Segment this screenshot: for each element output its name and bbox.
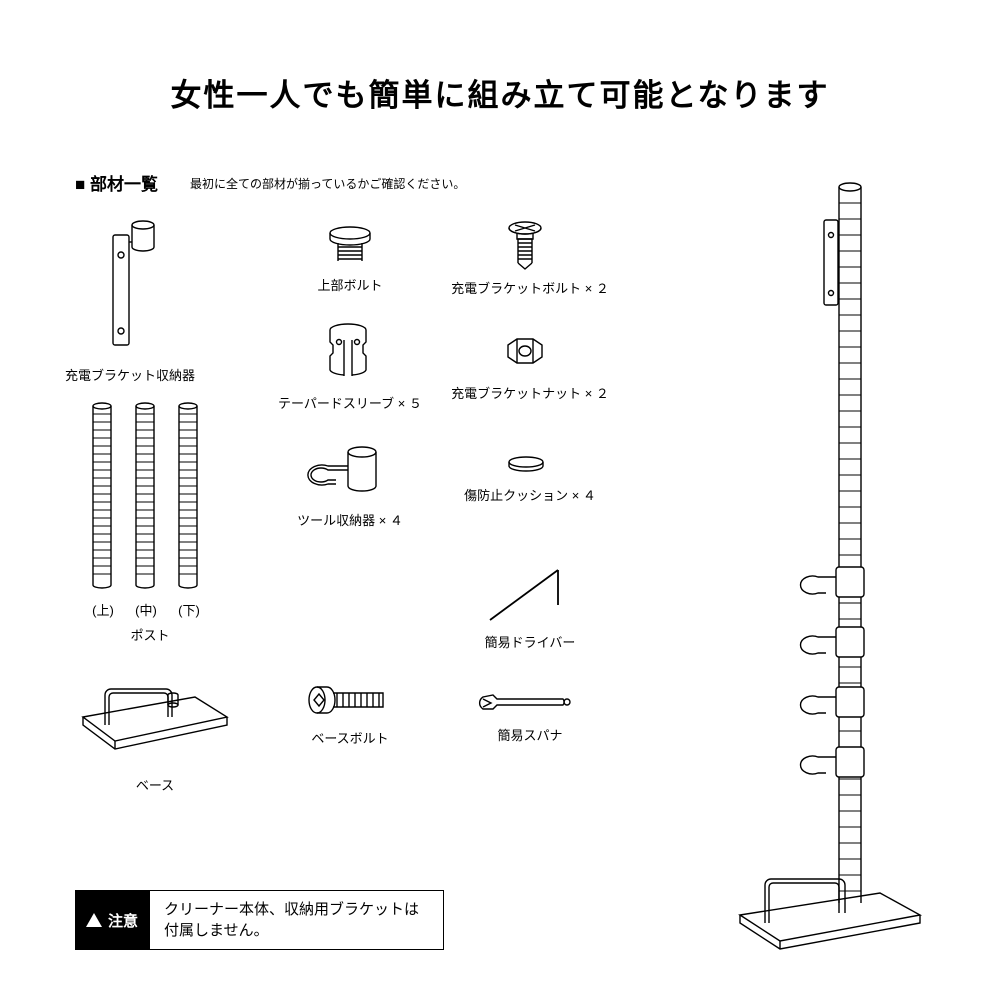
label-driver: 簡易ドライバー xyxy=(475,632,585,651)
caution-tag-text: 注意 xyxy=(108,910,138,931)
label-charging-bracket-bolt: 充電ブラケットボルト × ２ xyxy=(450,278,610,297)
page-title: 女性一人でも簡単に組み立て可能となります xyxy=(0,70,1000,115)
assembled-stand-icon xyxy=(720,175,940,955)
label-post-bottom: (下) xyxy=(169,600,209,619)
caution-box: 注意 クリーナー本体、収納用ブラケットは 付属しません。 xyxy=(75,890,444,950)
label-spanner: 簡易スパナ xyxy=(475,725,585,744)
label-cushion: 傷防止クッション × ４ xyxy=(455,485,605,504)
label-base: ベース xyxy=(115,775,195,794)
part-charging-bracket-bolt-icon xyxy=(500,220,550,275)
part-charging-bracket-nut-icon xyxy=(502,335,548,375)
label-post-top: (上) xyxy=(83,600,123,619)
part-cushion-icon xyxy=(505,455,547,475)
label-base-bolt: ベースボルト xyxy=(300,728,400,747)
label-tapered-sleeve: テーパードスリーブ × ５ xyxy=(270,393,430,412)
part-base-bolt-icon xyxy=(305,680,395,720)
part-base-icon xyxy=(75,665,235,765)
label-post: ポスト xyxy=(110,625,190,644)
part-driver-icon xyxy=(480,560,580,630)
label-charging-bracket-holder: 充電ブラケット収納器 xyxy=(55,365,205,384)
part-tapered-sleeve-icon xyxy=(318,320,378,385)
label-tool-holder: ツール収納器 × ４ xyxy=(280,510,420,529)
caution-line2: 付属しません。 xyxy=(164,920,419,941)
caution-line1: クリーナー本体、収納用ブラケットは xyxy=(164,899,419,920)
label-post-mid: (中) xyxy=(126,600,166,619)
part-posts-icon xyxy=(80,400,220,595)
part-tool-holder-icon xyxy=(300,440,390,500)
part-top-bolt-icon xyxy=(320,225,380,270)
label-top-bolt: 上部ボルト xyxy=(290,275,410,294)
section-sub: 最初に全ての部材が揃っているかご確認ください。 xyxy=(190,175,465,192)
caution-tag: 注意 xyxy=(76,891,150,949)
part-charging-bracket-holder-icon xyxy=(95,215,165,355)
warning-icon xyxy=(86,913,102,927)
label-charging-bracket-nut: 充電ブラケットナット × ２ xyxy=(450,383,610,402)
part-spanner-icon xyxy=(475,685,585,720)
caution-text: クリーナー本体、収納用ブラケットは 付属しません。 xyxy=(150,891,443,949)
section-header: ■ 部材一覧 xyxy=(75,170,158,195)
